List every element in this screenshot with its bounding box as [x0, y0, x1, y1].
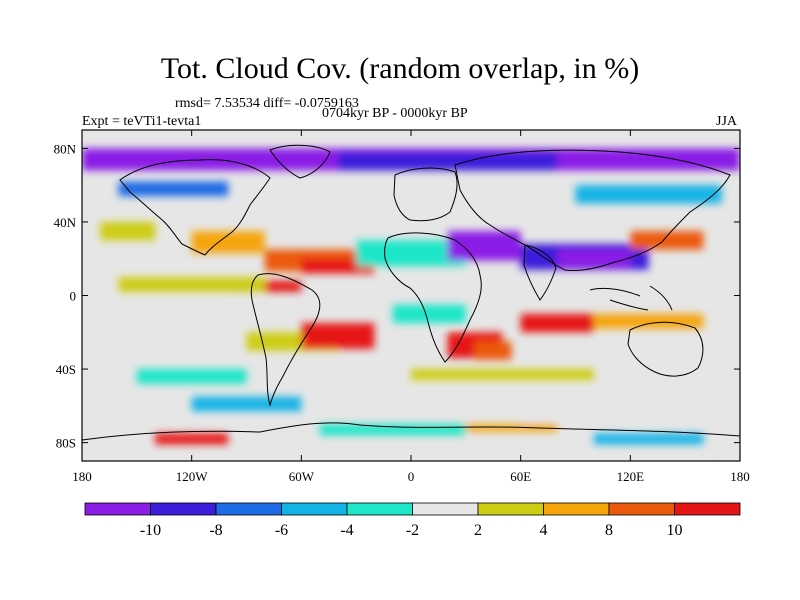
colorbar-label: -4	[340, 522, 353, 539]
lat-label: 40N	[54, 215, 77, 230]
lon-label: 0	[408, 469, 415, 484]
colorbar-swatch	[543, 502, 610, 516]
anomaly-patch	[100, 221, 156, 241]
lat-label: 80S	[56, 436, 76, 451]
anomaly-patch	[575, 185, 722, 204]
anomaly-patch	[703, 277, 740, 289]
lat-label: 80N	[54, 141, 77, 156]
anomaly-patch	[411, 369, 594, 381]
season-label: JJA	[716, 114, 738, 129]
lon-label: 120W	[176, 469, 209, 484]
colorbar-label: 8	[605, 522, 613, 539]
colorbar-swatch	[477, 502, 544, 516]
anomaly-patch	[337, 152, 558, 171]
lat-label: 40S	[56, 362, 76, 377]
lat-label: 0	[70, 289, 77, 304]
coastline-greenland	[269, 144, 331, 179]
anomaly-patch	[520, 313, 594, 333]
colorbar-label: -8	[209, 522, 222, 539]
lon-label: 60E	[510, 469, 531, 484]
coastline-asia	[454, 149, 731, 271]
colorbar-swatch	[150, 502, 217, 516]
anomaly-patch	[319, 424, 466, 436]
colorbar-swatch	[215, 502, 282, 516]
colorbar-label: -10	[140, 522, 161, 539]
lon-label: 180	[730, 469, 750, 484]
period-text: 0704kyr BP - 0000kyr BP	[322, 106, 468, 121]
lon-label: 120E	[617, 469, 645, 484]
colorbar-label: -2	[406, 522, 419, 539]
anomaly-patch	[191, 231, 265, 254]
anomaly-patch	[191, 396, 302, 412]
colorbar-swatch	[346, 502, 413, 516]
anomaly-patch	[593, 433, 704, 445]
experiment-label: Expt = teVTi1-tevta1	[82, 114, 202, 129]
colorbar-label: 2	[474, 522, 482, 539]
figure-title: Tot. Cloud Cov. (random overlap, in %)	[160, 52, 640, 85]
axis-ticks: 80N 40N 0 40S 80S 180 120W 60W 0 60E 120E 180	[54, 130, 750, 484]
coastline-india	[523, 244, 557, 301]
lon-label: 60W	[289, 469, 315, 484]
coastline-europe-africa	[393, 167, 458, 222]
anomaly-patch	[474, 341, 512, 360]
anomaly-patch	[118, 277, 265, 292]
colorbar-swatch	[281, 502, 348, 516]
anomaly-patch	[392, 304, 466, 324]
anomaly-patch	[630, 231, 704, 250]
anomaly-patch	[155, 433, 229, 445]
stats-text: rmsd= 7.53534 diff= -0.0759163	[175, 96, 359, 111]
colorbar-swatch	[84, 502, 151, 516]
colorbar-label: 10	[667, 522, 683, 539]
anomaly-patch	[593, 313, 704, 329]
anomaly-patch	[520, 405, 667, 417]
lon-label: 180	[72, 469, 92, 484]
coastline-north-america	[119, 159, 271, 256]
colorbar: -10 -8 -6 -4 -2 2 4 8 10	[84, 502, 741, 539]
colorbar-swatch	[412, 502, 479, 516]
coastline-maritime-asia	[589, 285, 673, 311]
anomaly-patch	[557, 249, 631, 268]
coastline-antarctica	[81, 422, 741, 441]
colorbar-swatch	[674, 502, 741, 516]
anomaly-patch	[666, 350, 740, 370]
coastlines	[81, 144, 741, 441]
colorbar-swatch	[608, 502, 675, 516]
anomaly-patch	[136, 369, 247, 384]
colorbar-label: -6	[275, 522, 288, 539]
coastline-south-america	[250, 273, 321, 407]
anomaly-patch	[301, 323, 375, 349]
anomaly-patch	[118, 181, 229, 197]
anomaly-patch	[447, 231, 521, 261]
anomaly-patch	[447, 424, 558, 432]
coastline-africa	[384, 232, 482, 363]
colorbar-label: 4	[540, 522, 548, 539]
coastline-australia	[627, 321, 704, 377]
cloud-anomaly-field	[82, 130, 740, 461]
